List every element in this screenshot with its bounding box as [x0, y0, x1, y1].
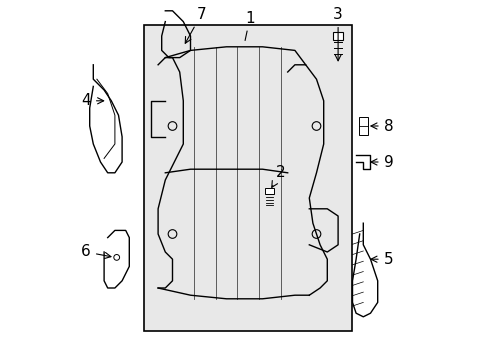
Text: 6: 6: [81, 244, 111, 260]
Text: 7: 7: [185, 7, 205, 43]
Text: 3: 3: [332, 7, 342, 61]
Bar: [143, 25, 352, 331]
Text: 2: 2: [271, 165, 285, 187]
Text: 1: 1: [244, 10, 254, 40]
Text: 5: 5: [370, 252, 392, 267]
Bar: [332, 32, 343, 40]
Bar: [358, 117, 367, 135]
Text: 4: 4: [81, 93, 103, 108]
Bar: [265, 188, 273, 194]
Text: 8: 8: [370, 118, 392, 134]
Text: 9: 9: [370, 154, 392, 170]
